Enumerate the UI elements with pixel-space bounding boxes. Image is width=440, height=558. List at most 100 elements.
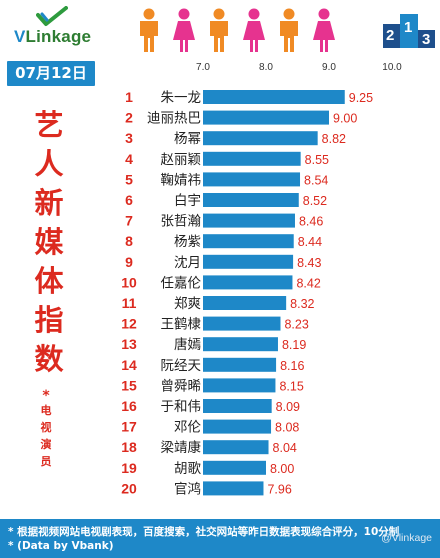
bar [203, 131, 318, 146]
rank-label: 18 [121, 439, 137, 455]
rank-label: 20 [121, 480, 137, 496]
logo-text: VLinkage [14, 27, 92, 46]
rank-label: 11 [122, 295, 137, 311]
vlinkage-logo: VLinkage [14, 6, 114, 50]
category-label: 任嘉伦 [161, 275, 202, 291]
category-label: 白宇 [174, 193, 201, 209]
rank-label: 13 [121, 336, 137, 352]
rank-label: 2 [125, 110, 133, 126]
weibo-watermark: @Vlinkage [381, 532, 432, 544]
category-label: 梁靖康 [161, 439, 202, 456]
subtitle-char: 电 [40, 404, 52, 417]
data-label: 8.82 [322, 132, 346, 146]
bar [203, 378, 276, 393]
rank-label: 4 [125, 151, 133, 167]
data-label: 9.25 [349, 91, 373, 105]
rank-label: 17 [121, 419, 137, 435]
category-label: 杨紫 [174, 234, 201, 250]
rank-label: 7 [125, 213, 133, 229]
data-label: 8.44 [298, 235, 322, 249]
rank-label: 10 [121, 274, 137, 290]
data-label: 8.52 [303, 194, 327, 208]
category-label: 胡歌 [174, 461, 201, 477]
category-label: 鞠婧祎 [161, 172, 202, 188]
data-label: 9.00 [333, 112, 357, 126]
woman-icon [313, 8, 335, 52]
title-char: 人 [34, 147, 64, 181]
vertical-title: 艺 人 新 媒 体 指 数 [28, 106, 70, 379]
bar [203, 399, 272, 413]
category-label: 杨幂 [174, 131, 201, 147]
bar [203, 234, 294, 249]
data-label: 8.54 [304, 173, 328, 187]
data-label: 8.15 [279, 379, 303, 393]
rank-label: 8 [125, 233, 133, 249]
category-label: 赵丽颖 [161, 152, 202, 168]
podium-icon: 2 1 3 [383, 14, 435, 48]
data-label: 8.42 [296, 276, 320, 290]
category-label: 阮经天 [161, 358, 202, 374]
bar [203, 316, 281, 331]
category-label: 张哲瀚 [161, 214, 202, 230]
bar [203, 110, 329, 125]
rank-label: 15 [121, 377, 137, 393]
category-label: 官鸿 [174, 480, 201, 497]
data-label: 8.43 [297, 256, 321, 270]
vertical-subtitle: * 电 视 演 员 [36, 389, 56, 470]
data-label: 8.04 [273, 441, 297, 455]
data-label: 8.09 [276, 400, 300, 414]
rank-label: 14 [121, 357, 137, 373]
title-char: 新 [34, 186, 64, 220]
x-tick-label: 8.0 [259, 62, 273, 73]
podium-second-block [383, 24, 400, 48]
category-label: 曾舜晞 [161, 378, 202, 394]
rank-label: 19 [121, 460, 137, 476]
data-label: 8.32 [290, 297, 314, 311]
category-label: 王鹤棣 [161, 317, 202, 333]
people-icons [140, 8, 335, 52]
footer-note-line1: * 根据视频网站电视剧表现，百度搜索，社交网站等昨日数据表现综合评分，10分制 [8, 526, 400, 538]
bar [203, 275, 293, 290]
checkmark-logo-icon [36, 6, 68, 26]
rank-label: 12 [121, 316, 137, 332]
date-badge: 07月12日 [7, 61, 95, 86]
podium-first-block [400, 14, 418, 48]
title-char: 体 [34, 264, 64, 298]
podium-second-label: 2 [386, 27, 394, 44]
data-label: 8.19 [282, 338, 306, 352]
x-tick-label: 7.0 [196, 62, 210, 73]
woman-icon [173, 8, 195, 52]
x-tick-label: 9.0 [322, 62, 336, 73]
data-label: 8.23 [284, 318, 308, 332]
category-label: 邓伦 [174, 420, 201, 436]
category-label: 唐嫣 [174, 336, 201, 353]
category-label: 迪丽热巴 [147, 111, 201, 127]
podium-third-block [418, 30, 435, 48]
bar [203, 151, 301, 166]
rank-label: 5 [125, 171, 133, 187]
subtitle-char: 视 [40, 421, 52, 434]
rank-label: 6 [125, 192, 133, 208]
subtitle-char: 演 [40, 438, 52, 451]
bar [203, 481, 264, 496]
x-tick-label: 10.0 [382, 62, 402, 73]
rank-label: 16 [121, 398, 137, 414]
rank-label: 9 [125, 254, 133, 270]
category-label: 郑爽 [174, 296, 201, 312]
bar [203, 357, 277, 372]
bar [203, 90, 345, 104]
data-label: 8.16 [280, 359, 304, 373]
title-char: 数 [34, 342, 64, 376]
category-label: 朱一龙 [161, 90, 202, 106]
bar [203, 296, 287, 310]
bar [203, 419, 272, 434]
category-label: 沈月 [174, 255, 201, 271]
rank-label: 3 [125, 130, 133, 146]
bar [203, 460, 266, 475]
bar [203, 193, 299, 207]
title-char: 艺 [34, 108, 64, 142]
data-label: 7.96 [267, 482, 291, 496]
bar [203, 254, 294, 269]
bar-chart: 7.0 8.0 9.0 10.0 1 朱一龙 9.25 2 迪丽热巴 9.00 3 杨幂 8.82 4 赵丽… [121, 62, 402, 497]
title-char: 媒 [34, 225, 64, 259]
